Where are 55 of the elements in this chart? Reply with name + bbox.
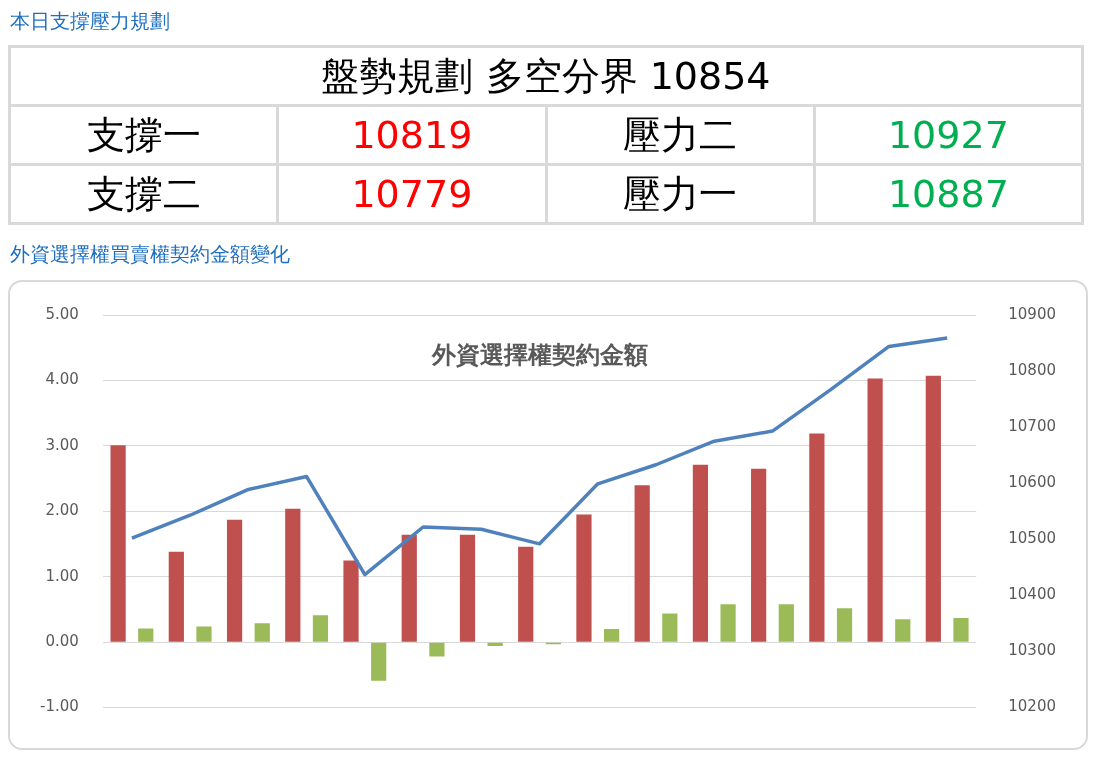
text: 10887 [814, 164, 1083, 224]
y2-tick-label: 10800 [1008, 360, 1056, 379]
bar [867, 378, 883, 642]
text: 10819 [277, 105, 546, 165]
bar [576, 514, 592, 642]
y-tick-label: 1.00 [45, 566, 79, 585]
y2-tick-label: 10600 [1008, 473, 1056, 492]
bar [110, 445, 126, 642]
y-tick-label: 2.00 [45, 501, 79, 520]
text: 壓力二 [546, 105, 815, 165]
y-tick-label: 5.00 [45, 304, 79, 323]
text: 外資選擇權契約金額 [430, 341, 648, 370]
y2-tick-label: 10700 [1008, 417, 1056, 436]
y2-tick-label: 10200 [1008, 697, 1056, 716]
bar [720, 604, 736, 642]
text: 10779 [277, 164, 546, 224]
bar [371, 642, 387, 681]
y-tick-label: 0.00 [45, 632, 79, 651]
y2-tick-label: 10400 [1008, 585, 1056, 604]
bar [196, 626, 212, 642]
bar [401, 534, 417, 642]
text: 壓力一 [546, 164, 815, 224]
y-tick-label: 4.00 [45, 370, 79, 389]
bar [604, 629, 620, 642]
text: 支撐一 [9, 105, 278, 165]
bar [751, 468, 767, 642]
bar [285, 508, 301, 642]
text: 支撐二 [9, 164, 278, 224]
bar [312, 615, 329, 642]
bar [692, 464, 709, 642]
y2-tick-label: 10500 [1008, 529, 1056, 548]
bar [925, 375, 941, 642]
bar [836, 608, 853, 642]
y-tick-label: 3.00 [45, 435, 79, 454]
bar [518, 546, 534, 642]
bar [254, 623, 270, 642]
text: 盤勢規劃 多空分界 10854 [9, 46, 1083, 106]
bar [953, 617, 969, 642]
bar [895, 619, 911, 642]
chart-subtitle: 外資選擇權買賣權契約金額變化 [10, 241, 291, 268]
y2-tick-label: 10900 [1008, 304, 1056, 323]
text: 10927 [814, 105, 1083, 165]
text: 本日支撐壓力規劃 [10, 8, 171, 35]
y-tick-label: -1.00 [40, 697, 79, 716]
bar [459, 534, 476, 642]
bar [809, 433, 825, 642]
bar [343, 560, 359, 642]
bar [778, 604, 794, 642]
y2-tick-label: 10300 [1008, 641, 1056, 660]
bar [429, 642, 445, 657]
bar [138, 628, 154, 642]
bar [662, 613, 678, 642]
bar [168, 551, 184, 642]
bar [634, 485, 650, 642]
bar [226, 519, 243, 642]
